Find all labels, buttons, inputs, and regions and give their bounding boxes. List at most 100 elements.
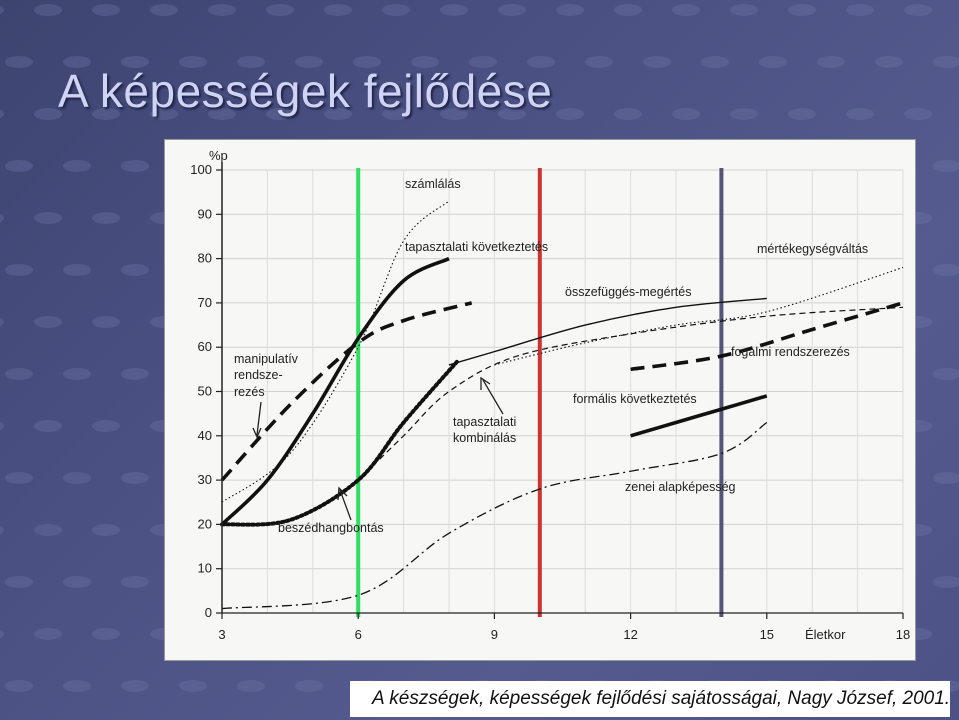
background-dot [904,108,932,120]
background-dot [121,472,149,484]
background-dot [382,4,410,16]
background-dot [5,680,33,692]
background-dot [92,524,120,536]
background-dot [933,576,959,588]
background-dot [382,108,410,120]
y-tick-label: 60 [198,339,212,354]
background-dot [933,368,959,380]
label-tapasztalati-kombinalas-2: kombinálás [453,431,516,445]
background-dot [266,108,294,120]
background-dot [63,160,91,172]
background-dot [92,4,120,16]
background-dot [34,212,62,224]
background-dot [846,4,874,16]
label-rendsze: rendsze- [234,368,283,382]
background-dot [208,108,236,120]
background-dot [788,108,816,120]
x-tick-label: 12 [623,627,637,642]
background-dot [121,576,149,588]
background-dot [0,421,4,431]
label-tapasztalati-kovetkeztetes: tapasztalati következtetés [405,240,548,254]
background-dot [324,4,352,16]
background-dot [34,628,62,640]
label-manipulativ: manipulatív [234,352,299,366]
background-dot [208,4,236,16]
background-dot [0,213,4,223]
background-dot [92,108,120,120]
y-tick-label: 0 [205,605,212,620]
background-dot [179,56,207,68]
arrow-head-tapasztalati-kombinalas [480,376,491,390]
series-line [448,297,767,366]
background-dot [63,368,91,380]
chart-panel: 0 10 20 30 40 50 60 70 80 90 100 3 6 9 12 15 18 %p Életk… [165,140,915,660]
background-dot [0,5,4,15]
y-tick-label: 90 [198,206,212,221]
label-formalis-kovetkeztetes: formális következtetés [573,392,697,406]
label-beszedhangbontas: beszédhangbontás [278,521,384,535]
background-dot [5,264,33,276]
background-dot [92,316,120,328]
background-dot [121,264,149,276]
background-dot [34,108,62,120]
background-dot [556,108,584,120]
x-axis-label: Életkor [805,627,846,642]
label-zenei-alapkepesseg: zenei alapképesség [625,480,736,494]
background-dot [0,629,4,639]
background-dot [788,4,816,16]
background-dot [440,4,468,16]
background-dot [150,4,178,16]
x-tick-label: 9 [491,627,498,642]
background-dot [34,316,62,328]
background-dot [92,212,120,224]
x-tick-label: 15 [760,627,774,642]
age-marker-lines [356,168,724,617]
y-tick-label: 80 [198,251,212,266]
background-dot [730,4,758,16]
y-tick-label: 30 [198,472,212,487]
background-dot [672,4,700,16]
background-dot [411,56,439,68]
series-line [220,301,473,482]
background-dot [5,56,33,68]
background-dot [150,108,178,120]
background-dot [933,264,959,276]
y-tick-label: 10 [198,561,212,576]
label-rezes: rezés [234,385,265,399]
series-line [630,394,768,438]
background-dot [63,56,91,68]
y-tick-label: 70 [198,295,212,310]
background-dot [179,680,207,692]
background-dot [469,56,497,68]
series-line [221,421,768,610]
y-tick-label: 100 [190,162,212,177]
background-dot [92,628,120,640]
series-lines [220,200,904,610]
background-dot [498,4,526,16]
background-dot [63,680,91,692]
arrow-head-manipulativ [252,427,262,439]
background-dot [324,108,352,120]
background-dot [5,472,33,484]
y-axis-label: %p [209,148,228,163]
background-dot [92,420,120,432]
background-dot [614,108,642,120]
background-dot [846,108,874,120]
x-tick-label: 6 [355,627,362,642]
background-dot [5,368,33,380]
line-chart: 0 10 20 30 40 50 60 70 80 90 100 3 6 9 12 15 18 %p Életk… [190,148,910,642]
grid [221,169,904,614]
background-dot [440,108,468,120]
y-tick-label: 50 [198,384,212,399]
background-dot [266,4,294,16]
background-dot [63,264,91,276]
x-tick-label: 3 [218,627,225,642]
arrow-tapasztalati-kombinalas [482,379,504,415]
background-dot [63,472,91,484]
label-fogalmi-rendszerezes: fogalmi rendszerezés [731,345,850,359]
label-szamlalas: számlálás [405,177,461,191]
background-dot [585,56,613,68]
background-dot [121,56,149,68]
background-dot [5,576,33,588]
background-dot [875,56,903,68]
